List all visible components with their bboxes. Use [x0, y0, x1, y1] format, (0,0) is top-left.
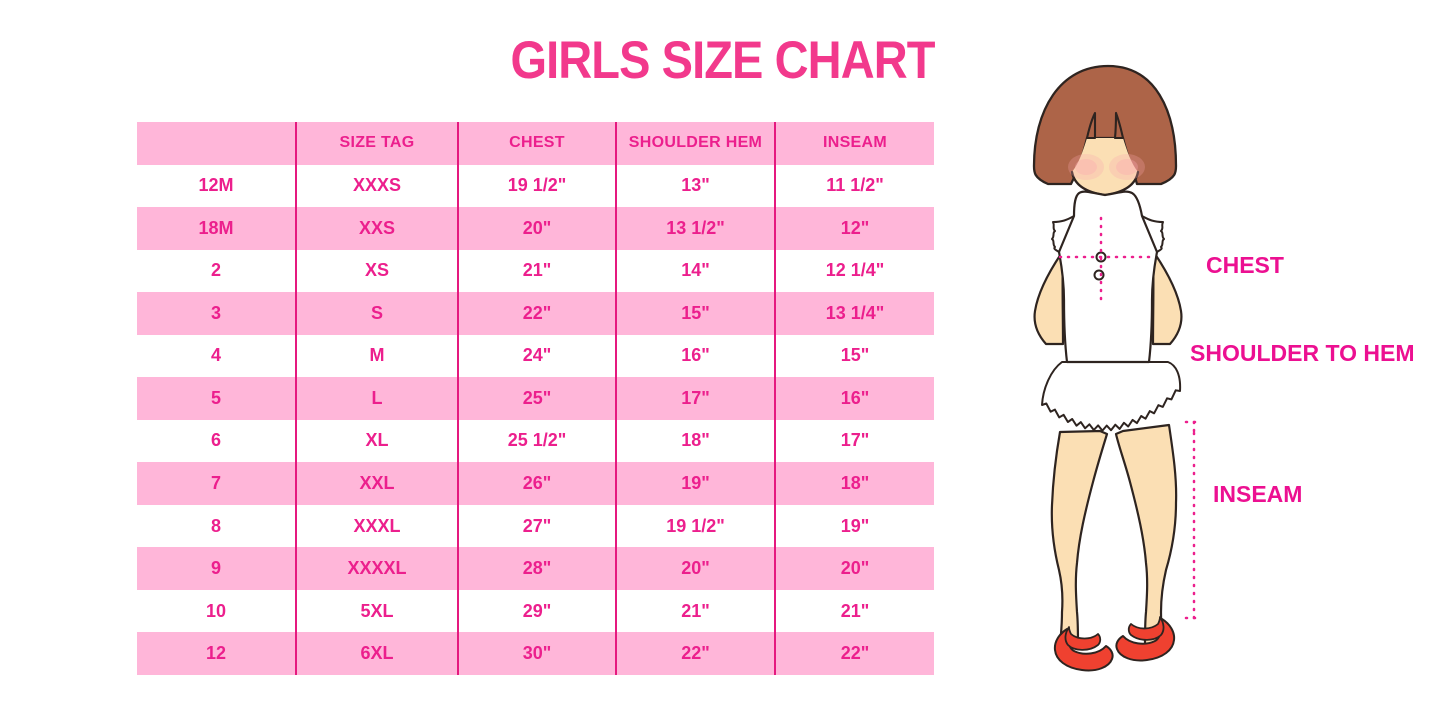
svg-text:INSEAM: INSEAM: [1213, 481, 1302, 507]
svg-text:SHOULDER TO HEM: SHOULDER TO HEM: [1190, 340, 1414, 366]
svg-text:CHEST: CHEST: [1206, 252, 1284, 278]
